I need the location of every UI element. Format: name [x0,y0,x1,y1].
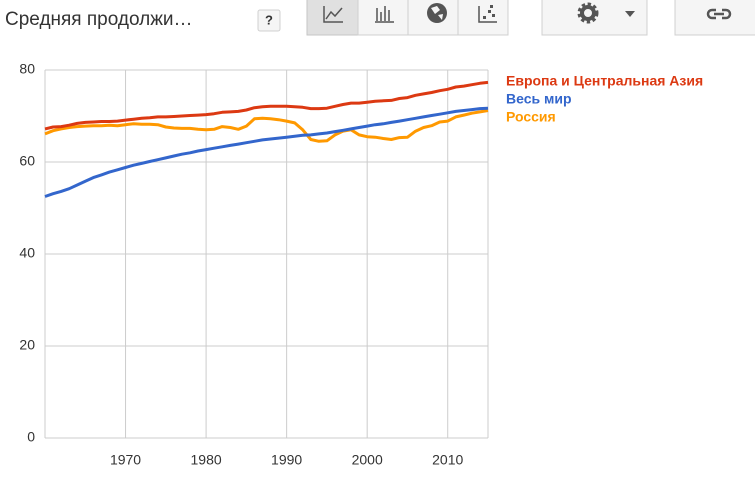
map-icon-land [431,6,443,20]
settings-button[interactable] [541,0,648,36]
series-line [44,80,489,131]
help-button-label[interactable]: ? [265,12,273,27]
y-tick-label: 20 [19,337,35,353]
scatter-icon-dots [483,5,495,19]
legend-label: Весь мир [506,91,572,107]
chart-type-buttons [306,0,509,36]
x-tick-label: 2010 [432,452,463,468]
y-tick-label: 80 [19,61,35,77]
line-icon [323,6,343,23]
y-tick-label: 60 [19,153,35,169]
chart-title: Средняя продолжи… [5,9,193,30]
y-tick-label: 0 [27,429,35,445]
help-button-box[interactable] [257,9,281,32]
x-tick-label: 1970 [110,452,141,468]
x-tick-label: 2000 [352,452,383,468]
dropdown-arrow [625,11,635,17]
series-line [44,109,489,143]
link-button[interactable] [674,0,755,36]
legend-label: Европа и Центральная Азия [506,73,703,89]
series-line [44,106,489,198]
x-tick-label: 1980 [191,452,222,468]
scatter-icon-axes [478,6,497,23]
y-tick-label: 40 [19,245,35,261]
bar-icon [375,6,394,23]
x-tick-label: 1990 [271,452,302,468]
bar-chart-button[interactable] [357,0,409,36]
legend-label: Россия [506,109,556,125]
gear-icon [580,5,596,21]
help-button[interactable]: ? [257,9,281,32]
line-chart-button[interactable] [306,0,359,36]
link-icon [706,8,732,20]
